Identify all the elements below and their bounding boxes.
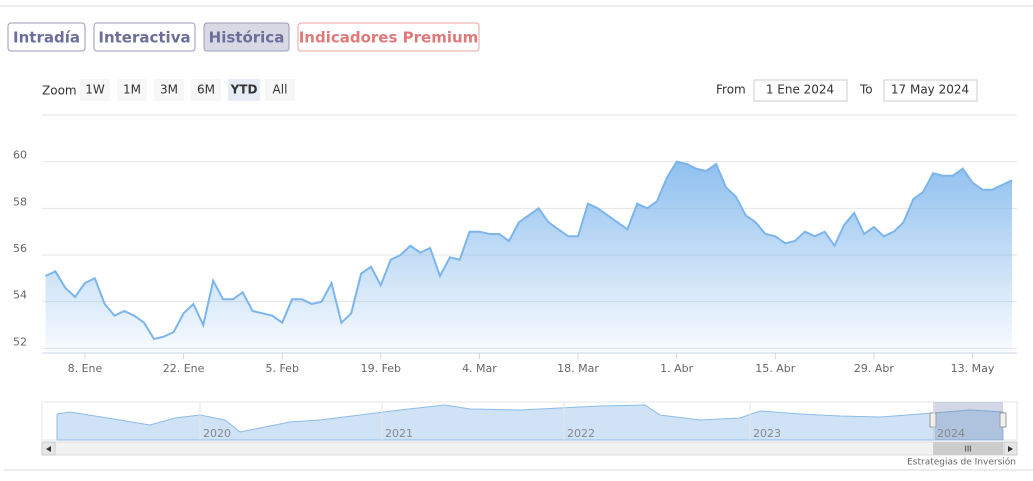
navigator-series: [56, 404, 1004, 441]
arrow-right: [1008, 446, 1013, 452]
to-value: 17 May 2024: [891, 83, 969, 97]
x-tick-label: 1. Abr: [660, 362, 693, 375]
x-tick-label: 4. Mar: [462, 362, 497, 375]
x-tick-label: 19. Feb: [361, 362, 401, 375]
scrollbar: [41, 441, 1018, 456]
zoom-button[interactable]: [154, 79, 184, 101]
from-value: 1 Ene 2024: [766, 83, 834, 97]
from-label: From: [716, 83, 746, 97]
y-tick-label: 58: [13, 195, 27, 208]
zoom-button-label: 1W: [85, 83, 105, 97]
zoom-button[interactable]: [191, 79, 221, 101]
navigator-label: 2023: [753, 427, 781, 440]
tab-label: Histórica: [209, 29, 285, 47]
zoom-button-label: 3M: [160, 83, 178, 97]
x-tick-label: 5. Feb: [265, 362, 298, 375]
zoom-button[interactable]: [265, 79, 295, 101]
scrollbar-thumb[interactable]: [933, 442, 1003, 455]
navigator-handle[interactable]: [929, 412, 937, 428]
arrow-left: [46, 446, 51, 452]
zoom-button-label: All: [273, 83, 288, 97]
x-tick-label: 15. Abr: [755, 362, 795, 375]
y-tick-label: 60: [13, 149, 27, 162]
navigator-label: 2024: [937, 427, 965, 440]
tab-label: Interactiva: [98, 29, 190, 47]
y-tick-label: 56: [13, 242, 27, 255]
x-tick-label: 18. Mar: [557, 362, 599, 375]
line: [45, 160, 1013, 341]
x-tick-label: 13. May: [951, 362, 995, 375]
tab-label: Indicadores Premium: [299, 29, 479, 47]
navigator-handle[interactable]: [999, 412, 1007, 428]
tab[interactable]: [7, 22, 86, 52]
zoom-button[interactable]: [80, 79, 110, 101]
scrollbar-grip: III: [964, 445, 971, 454]
tab[interactable]: [203, 22, 290, 52]
y-tick-label: 52: [13, 335, 27, 348]
navigator-label: 2020: [203, 427, 231, 440]
navigator-label: 2021: [385, 427, 413, 440]
x-tick-label: 22. Ene: [163, 362, 205, 375]
zoom-button-label: YTD: [230, 83, 258, 97]
credit: Estrategias de Inversión: [907, 457, 1016, 468]
zoom-label: Zoom: [42, 84, 77, 98]
tab[interactable]: [297, 22, 480, 52]
y-tick-label: 54: [13, 289, 27, 302]
to-label: To: [859, 83, 873, 97]
navigator-label: 2022: [567, 427, 595, 440]
navigator-selection[interactable]: [933, 402, 1003, 440]
tab[interactable]: [93, 22, 196, 52]
zoom-button[interactable]: [228, 79, 260, 101]
x-tick-label: 8. Ene: [68, 362, 103, 375]
zoom-button-label: 1M: [123, 83, 141, 97]
x-tick-label: 29. Abr: [854, 362, 894, 375]
to-input[interactable]: [883, 79, 978, 102]
tab-label: Intradía: [13, 29, 80, 47]
from-input[interactable]: [753, 79, 848, 102]
area: [45, 161, 1012, 353]
zoom-button-label: 6M: [197, 83, 215, 97]
zoom-button[interactable]: [117, 79, 147, 101]
